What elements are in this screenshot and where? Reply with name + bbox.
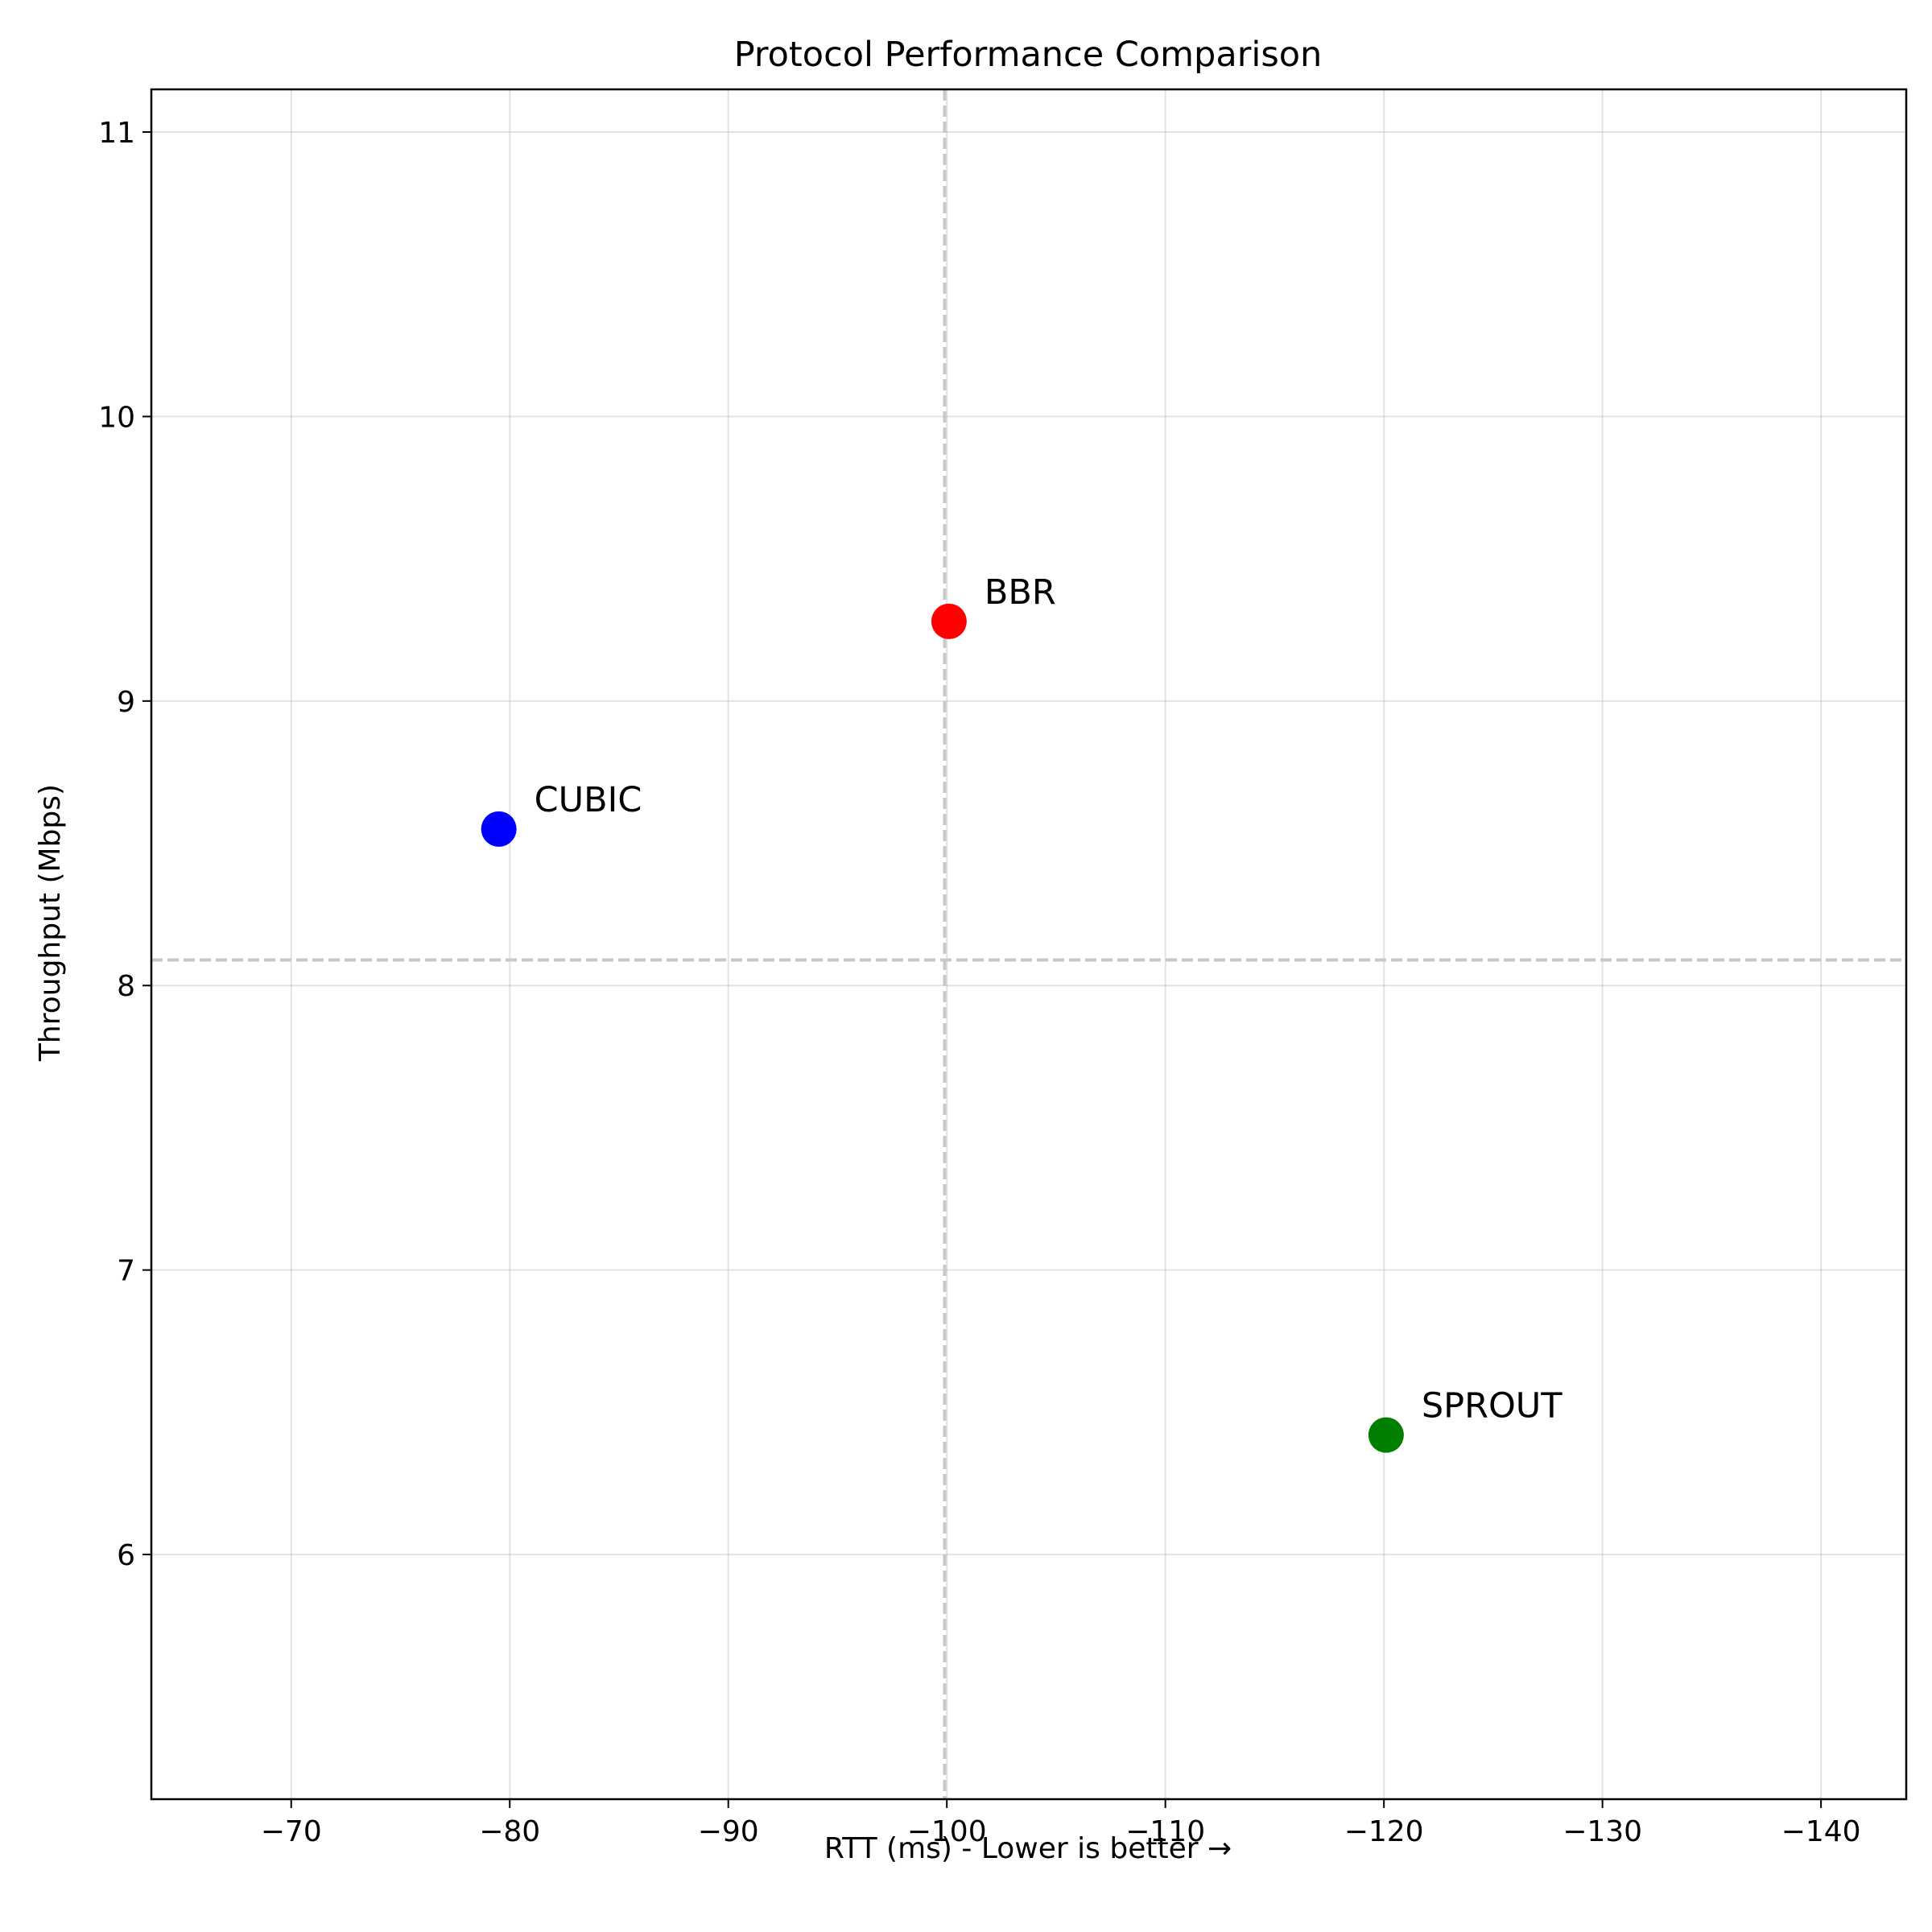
y-axis-label: Throughput (Mbps) <box>34 784 67 1062</box>
x-tick-label: −70 <box>261 1815 322 1848</box>
data-points: CUBIC BBR SPROUT <box>481 572 1563 1453</box>
y-tick-label: 11 <box>98 117 135 150</box>
x-tick-label: −120 <box>1344 1815 1424 1848</box>
x-tick-label: −140 <box>1781 1815 1861 1848</box>
data-point-bbr <box>931 603 967 639</box>
x-axis-label: RTT (ms) - Lower is better → <box>824 1832 1232 1865</box>
y-tick-label: 10 <box>98 401 135 434</box>
x-tick-label: −130 <box>1563 1815 1642 1848</box>
plot-frame <box>150 88 1908 1801</box>
data-label-sprout: SPROUT <box>1422 1386 1563 1426</box>
chart-title: Protocol Performance Comparison <box>734 35 1323 75</box>
grid <box>151 89 1906 1799</box>
x-tick-label: −100 <box>907 1815 987 1848</box>
x-tick-label: −110 <box>1125 1815 1205 1848</box>
x-axis-ticks: −70 −80 −90 −100 −110 −120 −130 −140 <box>261 1799 1861 1848</box>
data-label-bbr: BBR <box>985 572 1056 613</box>
y-tick-label: 6 <box>117 1539 135 1572</box>
x-tick-label: −80 <box>479 1815 540 1848</box>
data-label-cubic: CUBIC <box>535 780 642 820</box>
y-tick-label: 8 <box>117 970 135 1003</box>
y-axis-ticks: 6 7 8 9 10 11 <box>98 117 151 1572</box>
reference-lines <box>151 89 1906 1799</box>
x-tick-label: −90 <box>698 1815 759 1848</box>
data-point-sprout <box>1368 1417 1404 1453</box>
y-tick-label: 9 <box>117 686 135 719</box>
y-tick-label: 7 <box>117 1255 135 1288</box>
data-point-cubic <box>481 811 517 847</box>
